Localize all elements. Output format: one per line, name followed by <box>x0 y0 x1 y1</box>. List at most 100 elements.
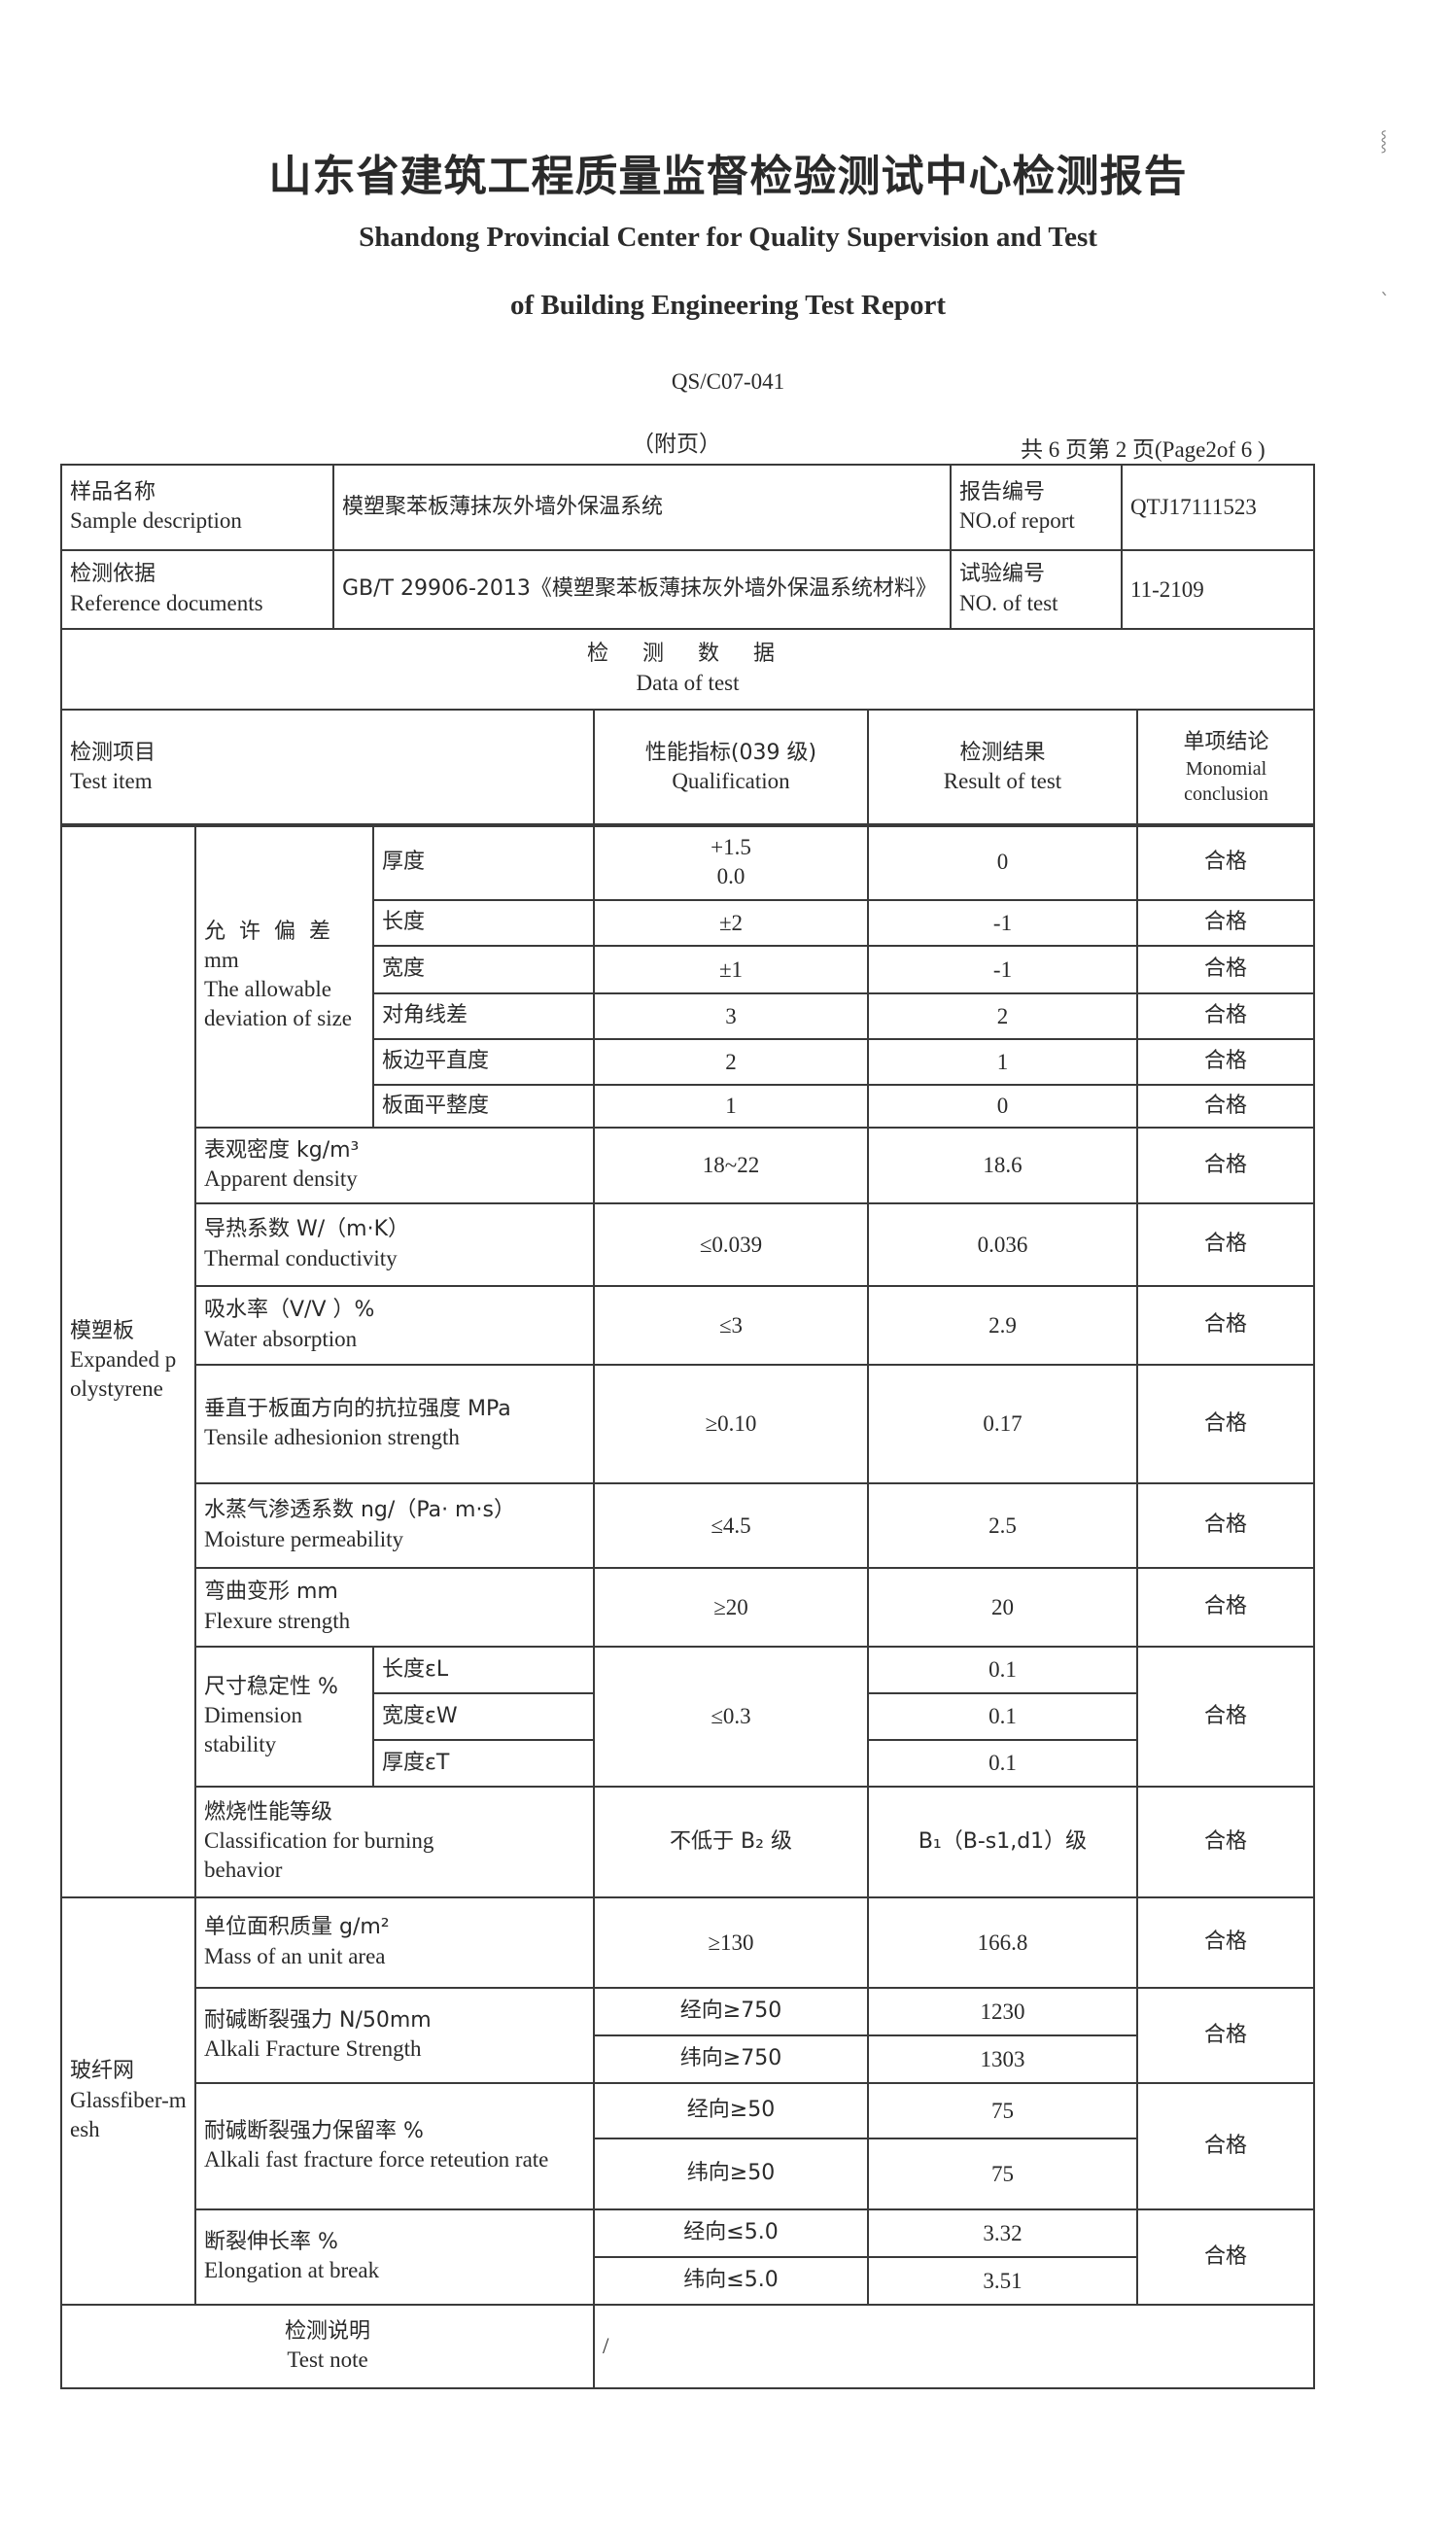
reference-value: GB/T 29906-2013《模塑聚苯板薄抹灰外墙外保温系统材料》 <box>332 549 952 630</box>
report-no-value: QTJ17111523 <box>1121 464 1315 551</box>
row-item: 断裂伸长率 % Elongation at break <box>194 2208 595 2306</box>
test-data-table: 模塑板 Expanded polystyrene 允许偏差 mm The allowa… <box>60 823 1315 2389</box>
row-result: 3.32 <box>867 2208 1138 2258</box>
test-note-value: / <box>593 2304 1315 2389</box>
row-result: 166.8 <box>867 1896 1138 1989</box>
table-row: 板面平整度 1 0 合格 <box>61 1084 1315 1129</box>
row-item: 垂直于板面方向的抗拉强度 MPa Tensile adhesionion stre… <box>194 1364 595 1484</box>
report-title-en-line1: Shandong Provincial Center for Quality S… <box>359 222 1097 253</box>
eps-category: 模塑板 Expanded polystyrene <box>60 823 196 1898</box>
row-item: 板面平整度 <box>372 1084 595 1129</box>
row-qualification: ≥130 <box>593 1896 869 1989</box>
row-result: 0 <box>867 1084 1138 1129</box>
table-row: 板边平直度 2 1 合格 <box>61 1038 1315 1086</box>
table-row: 尺寸稳定性 % Dimension stability 长度εL ≤0.3 0.1… <box>61 1646 1315 1788</box>
row-conclusion: 合格 <box>1136 1084 1315 1129</box>
table-row: 断裂伸长率 % Elongation at break 经向≤5.0 3.32 合… <box>61 2208 1315 2306</box>
row-result: B₁（B-s1,d1）级 <box>867 1786 1138 1898</box>
row-conclusion: 合格 <box>1136 2208 1315 2306</box>
page-info: 共 6 页第 2 页(Page2of 6 ) <box>1021 437 1265 462</box>
row-qualification: 纬向≥50 <box>593 2138 869 2210</box>
row-result: 18.6 <box>867 1127 1138 1204</box>
table-row: 垂直于板面方向的抗拉强度 MPa Tensile adhesionion stre… <box>61 1364 1315 1484</box>
row-result: 2.5 <box>867 1482 1138 1569</box>
row-result: -1 <box>867 945 1138 994</box>
row-item: 宽度 <box>372 945 595 994</box>
table-row: 厚度εT 0.1 <box>61 1739 1314 1788</box>
table-row: 燃烧性能等级 Classification for burning behavio… <box>61 1786 1315 1898</box>
row-qualification: 经向≤5.0 <box>593 2208 869 2258</box>
row-result: 1 <box>867 1038 1138 1086</box>
row-qualification: 经向≥50 <box>593 2082 869 2139</box>
row-subitem: 厚度εT <box>372 1739 595 1788</box>
report-title-en-line2: of Building Engineering Test Report <box>510 290 946 321</box>
table-row: 纬向≤5.0 3.51 <box>61 2256 1314 2306</box>
row-result: 75 <box>867 2082 1138 2139</box>
row-result: 1303 <box>867 2034 1138 2084</box>
row-item: 表观密度 kg/m³ Apparent density <box>194 1127 595 1204</box>
row-item: 耐碱断裂强力 N/50mm Alkali Fracture Strength <box>194 1987 595 2084</box>
row-qualification: ±1 <box>593 945 869 994</box>
table-row: 对角线差 3 2 合格 <box>61 992 1315 1040</box>
table-row: 模塑板 Expanded polystyrene 允许偏差 mm The allowa… <box>60 823 1315 1898</box>
sample-value: 模塑聚苯板薄抹灰外墙外保温系统 <box>332 464 952 551</box>
table-row: 弯曲变形 mm Flexure strength ≥20 20 合格 <box>61 1567 1315 1648</box>
row-qualification: 2 <box>593 1038 869 1086</box>
table-row: 宽度εW 0.1 <box>61 1692 1314 1741</box>
row-item: 耐碱断裂强力保留率 % Alkali fast fracture force re… <box>194 2082 595 2210</box>
row-qualification: ≤0.039 <box>593 1202 869 1287</box>
report-no-label: 报告编号 NO.of report <box>950 464 1123 551</box>
row-conclusion: 合格 <box>1136 2082 1315 2210</box>
deviation-group: 允许偏差 mm The allowable deviation of size <box>194 823 374 1129</box>
dimension-stability-item: 尺寸稳定性 % Dimension stability <box>194 1646 374 1788</box>
row-qualification: ≥20 <box>593 1567 869 1648</box>
row-qualification: ≥0.10 <box>593 1364 869 1484</box>
row-result: 0.17 <box>867 1364 1138 1484</box>
row-conclusion: 合格 <box>1136 1987 1315 2084</box>
row-item: 燃烧性能等级 Classification for burning behavio… <box>194 1786 595 1898</box>
col-header-item: 检测项目 Test item <box>60 709 333 827</box>
test-note-label: 检测说明 Test note <box>60 2304 595 2389</box>
table-row: 玻纤网 Glassfiber-mesh 单位面积质量 g/m² Mass of an… <box>60 1896 1315 2306</box>
row-conclusion: 合格 <box>1136 945 1315 994</box>
row-conclusion: 合格 <box>1136 1896 1315 1989</box>
row-item: 单位面积质量 g/m² Mass of an unit area <box>194 1896 595 1989</box>
row-result: -1 <box>867 899 1138 947</box>
test-no-label: 试验编号 NO. of test <box>950 549 1123 630</box>
table-row: 吸水率（V/V ）% Water absorption ≤3 2.9 合格 <box>61 1285 1315 1366</box>
table-row: 导热系数 W/（m·K） Thermal conductivity ≤0.039 0.… <box>61 1202 1315 1287</box>
row-item: 吸水率（V/V ）% Water absorption <box>194 1285 595 1366</box>
row-qualification: ≤4.5 <box>593 1482 869 1569</box>
row-qualification: 纬向≤5.0 <box>593 2256 869 2306</box>
row-result: 1230 <box>867 1987 1138 2036</box>
row-result: 2.9 <box>867 1285 1138 1366</box>
row-subitem: 宽度εW <box>372 1692 595 1741</box>
row-conclusion: 合格 <box>1136 1127 1315 1204</box>
row-result: 3.51 <box>867 2256 1138 2306</box>
row-conclusion: 合格 <box>1136 1482 1315 1569</box>
row-conclusion: 合格 <box>1136 1786 1315 1898</box>
row-item: 导热系数 W/（m·K） Thermal conductivity <box>194 1202 595 1287</box>
row-conclusion: 合格 <box>1136 823 1315 901</box>
row-result: 0.1 <box>867 1739 1138 1788</box>
row-qualification: 不低于 B₂ 级 <box>593 1786 869 1898</box>
table-row: 检测说明 Test note / <box>60 2304 1315 2389</box>
row-item: 板边平直度 <box>372 1038 595 1086</box>
row-conclusion: 合格 <box>1136 1646 1315 1788</box>
table-row: 表观密度 kg/m³ Apparent density 18~22 18.6 合格 <box>61 1127 1315 1204</box>
row-result: 20 <box>867 1567 1138 1648</box>
row-qualification: 纬向≥750 <box>593 2034 869 2084</box>
row-result: 0 <box>867 823 1138 901</box>
report-info-table: 样品名称 Sample description 模塑聚苯板薄抹灰外墙外保温系统 报… <box>60 464 1315 827</box>
row-result: 0.1 <box>867 1646 1138 1694</box>
col-header-qualification: 性能指标(039 级) Qualification <box>593 712 869 824</box>
row-qualification: 3 <box>593 992 869 1040</box>
col-header-conclusion: 单项结论 Monomial conclusion <box>1136 712 1312 824</box>
margin-scribble: ˎ <box>1380 272 1390 296</box>
test-no-value: 11-2109 <box>1121 549 1315 630</box>
row-result: 0.1 <box>867 1692 1138 1741</box>
table-row: 水蒸气渗透系数 ng/（Pa· m·s） Moisture permeabilit… <box>61 1482 1315 1569</box>
row-qualification: ±2 <box>593 899 869 947</box>
margin-scribble: ⸾ <box>1380 128 1388 152</box>
report-title-cn: 山东省建筑工程质量监督检验测试中心检测报告 <box>268 152 1188 201</box>
